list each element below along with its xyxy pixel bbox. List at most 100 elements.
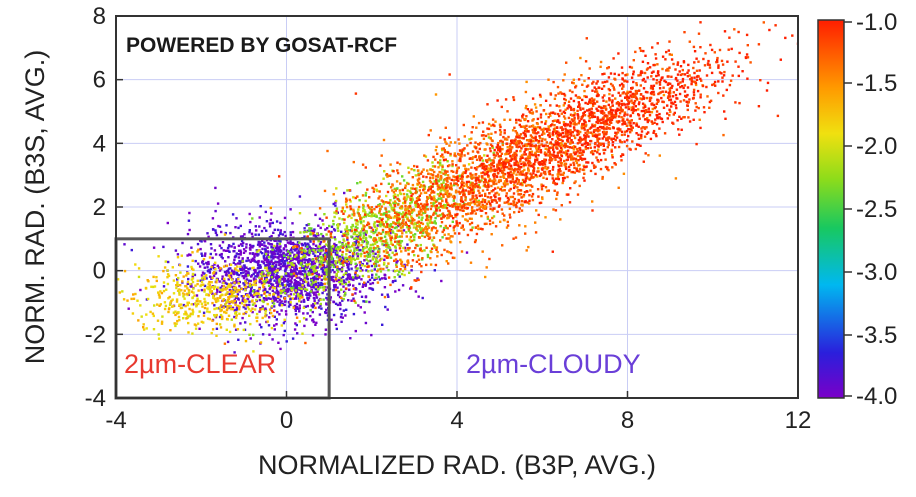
scatter-point <box>260 272 263 276</box>
scatter-point <box>345 253 348 256</box>
scatter-point <box>444 184 447 188</box>
scatter-point <box>329 253 333 256</box>
scatter-point <box>438 214 442 217</box>
scatter-point <box>499 187 502 191</box>
scatter-point <box>565 129 568 132</box>
scatter-point <box>345 234 348 238</box>
scatter-point <box>247 259 250 262</box>
scatter-point <box>426 255 430 259</box>
scatter-point <box>244 270 248 273</box>
scatter-point <box>451 256 455 259</box>
scatter-point <box>116 278 120 281</box>
scatter-point <box>303 252 306 255</box>
scatter-point <box>356 182 359 185</box>
scatter-point <box>245 246 248 249</box>
scatter-point <box>225 311 228 315</box>
scatter-point <box>258 323 262 326</box>
scatter-point <box>419 206 422 209</box>
scatter-point <box>353 214 356 217</box>
scatter-point <box>273 328 276 331</box>
scatter-point <box>420 170 424 173</box>
scatter-point <box>326 293 329 296</box>
scatter-point <box>431 176 435 180</box>
scatter-point <box>247 295 250 299</box>
scatter-point <box>374 276 377 279</box>
scatter-point <box>289 208 292 211</box>
scatter-point <box>377 197 380 200</box>
scatter-point <box>426 159 430 162</box>
scatter-point <box>378 278 382 281</box>
scatter-point <box>341 218 344 221</box>
scatter-point <box>299 288 302 291</box>
scatter-point <box>176 278 179 281</box>
scatter-point <box>202 275 206 278</box>
scatter-point <box>233 258 236 262</box>
scatter-point <box>614 134 617 138</box>
scatter-point <box>220 230 223 234</box>
scatter-point <box>289 301 292 304</box>
scatter-point <box>463 147 466 150</box>
scatter-point <box>559 161 563 165</box>
scatter-point <box>273 255 277 259</box>
scatter-point <box>651 107 654 111</box>
scatter-point <box>515 143 519 147</box>
scatter-point <box>251 295 255 299</box>
scatter-point <box>342 273 346 276</box>
scatter-point <box>356 254 359 258</box>
scatter-point <box>315 277 318 281</box>
scatter-point <box>369 259 372 263</box>
scatter-point <box>183 313 186 316</box>
scatter-point <box>438 194 441 198</box>
scatter-point <box>210 331 213 335</box>
scatter-point <box>247 308 251 311</box>
scatter-point <box>318 207 322 210</box>
scatter-point <box>552 208 555 211</box>
scatter-point <box>355 235 358 239</box>
scatter-point <box>226 290 229 294</box>
scatter-point <box>352 208 355 211</box>
scatter-point <box>467 180 471 184</box>
scatter-point <box>307 296 311 300</box>
scatter-point <box>428 221 432 224</box>
scatter-point <box>160 322 164 325</box>
scatter-point <box>152 314 155 318</box>
scatter-point <box>310 279 313 282</box>
scatter-point <box>436 188 440 191</box>
scatter-point <box>318 245 321 248</box>
scatter-point <box>334 204 337 207</box>
scatter-point <box>446 164 450 168</box>
scatter-point <box>469 184 472 187</box>
scatter-point <box>240 295 243 298</box>
scatter-point <box>496 163 499 166</box>
scatter-point <box>479 180 482 183</box>
scatter-point <box>549 104 552 107</box>
scatter-point <box>396 187 399 190</box>
scatter-point <box>383 273 386 276</box>
scatter-point <box>292 269 295 273</box>
scatter-point <box>385 244 388 247</box>
scatter-point <box>226 299 230 302</box>
scatter-point <box>186 282 189 285</box>
scatter-point <box>376 220 379 223</box>
scatter-point <box>499 164 503 167</box>
scatter-point <box>332 265 336 269</box>
scatter-point <box>410 201 413 204</box>
scatter-point <box>357 257 360 260</box>
scatter-point <box>367 206 371 209</box>
scatter-point <box>522 194 526 197</box>
scatter-point <box>276 269 279 272</box>
scatter-point <box>415 260 419 263</box>
scatter-point <box>277 341 280 344</box>
scatter-point <box>282 321 286 325</box>
scatter-point <box>334 302 338 305</box>
scatter-point <box>519 189 522 192</box>
scatter-point <box>304 305 307 308</box>
scatter-point <box>579 130 582 134</box>
scatter-point <box>238 305 241 308</box>
scatter-point <box>505 226 509 229</box>
scatter-point <box>406 263 409 267</box>
scatter-point <box>446 189 449 192</box>
scatter-point <box>364 231 367 234</box>
scatter-point <box>284 310 288 313</box>
scatter-point <box>530 150 534 153</box>
